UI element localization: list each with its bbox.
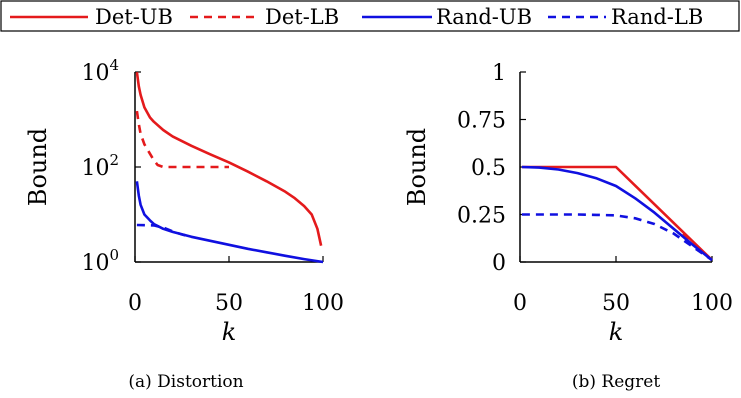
regret-y-tick-label: 0 [492,251,506,276]
legend-label-rand-ub: Rand-UB [436,5,532,29]
distortion-y-tick-label: 102 [81,151,119,181]
distortion-chart: 0 50 100 100 102 104 Bound k (a) Distortion [24,56,344,392]
distortion-y-tick-label: 100 [81,246,119,276]
regret-series-det-ub [521,165,713,262]
regret-y-tick-label: 0.75 [457,109,506,134]
legend-label-det-lb: Det-LB [265,5,339,29]
distortion-x-tick-label: 50 [215,291,243,316]
regret-x-tick-label: 50 [602,291,630,316]
distortion-caption: (a) Distortion [128,372,243,392]
distortion-ticks: 0 50 100 100 102 104 [81,56,344,316]
regret-y-tick-label: 0.5 [471,156,506,181]
regret-series-rand-ub [521,165,713,262]
distortion-y-axis-label: Bound [24,128,52,206]
regret-x-axis-label: k [609,318,624,346]
distortion-y-tick-label: 104 [81,56,119,86]
legend-label-det-ub: Det-UB [95,5,173,29]
regret-x-tick-label: 0 [513,291,527,316]
distortion-series-det-ub [135,72,323,246]
regret-series-rand-lb [521,213,713,262]
regret-series [521,165,713,262]
distortion-x-tick-label: 100 [302,291,344,316]
distortion-x-axis-label: k [222,318,237,346]
distortion-series-det-lb [135,110,229,169]
legend-label-rand-lb: Rand-LB [611,5,703,29]
regret-y-tick-label: 1 [492,61,506,86]
regret-y-tick-label: 0.25 [457,204,506,229]
distortion-series-rand-ub [135,181,324,264]
distortion-series-rand-lb [136,223,192,239]
distortion-series [135,72,324,264]
regret-caption: (b) Regret [572,372,660,392]
regret-y-axis-label: Bound [403,128,431,206]
regret-ticks: 0 50 100 0 0.25 0.5 0.75 1 [457,61,733,316]
legend: Det-UB Det-LB Rand-UB Rand-LB [0,0,740,32]
distortion-x-tick-label: 0 [128,291,142,316]
regret-chart: 0 50 100 0 0.25 0.5 0.75 1 Bound k (b) Regret [403,61,733,392]
regret-x-tick-label: 100 [691,291,733,316]
